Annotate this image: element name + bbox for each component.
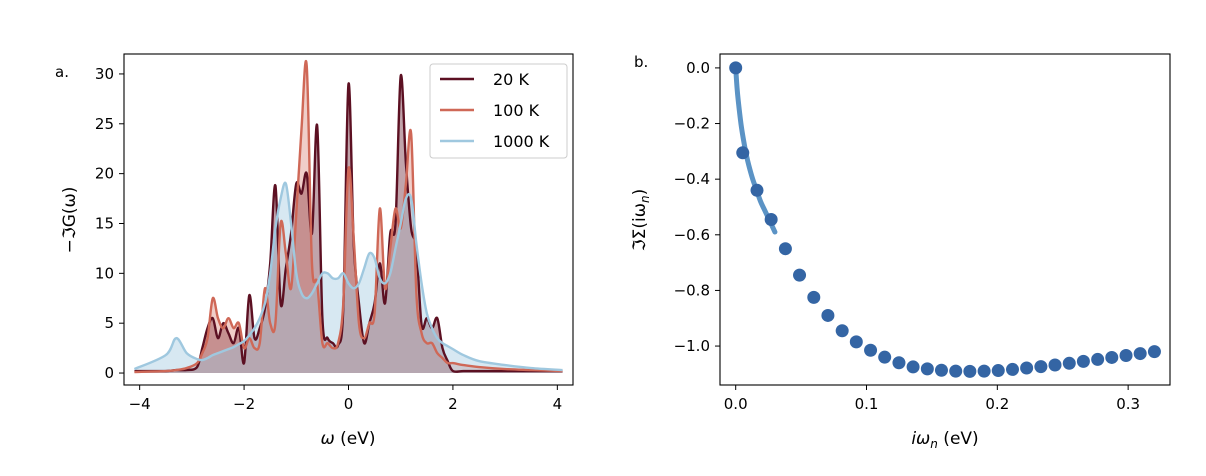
- panel-b-x-ticks: 0.0 0.1 0.2 0.3: [724, 385, 1140, 413]
- data-point: [1147, 345, 1161, 359]
- data-point: [920, 362, 934, 376]
- legend-label-1000k: 1000 K: [493, 132, 550, 151]
- data-point: [764, 213, 778, 226]
- data-point: [977, 364, 991, 378]
- panel-b-y-ticks: 0.0 −0.2 −0.4 −0.6 −0.8 −1.0: [674, 59, 720, 355]
- data-point: [1006, 362, 1019, 376]
- panel-b-x-tick-label: 0.1: [855, 395, 879, 413]
- panel-a-y-tick-label: 25: [95, 115, 114, 133]
- series-fill-20k: [134, 74, 563, 374]
- panel-a-y-tick-label: 10: [95, 264, 114, 282]
- panel-a-x-tick-label: 0: [344, 395, 354, 413]
- panel-a-y-tick-label: 20: [95, 165, 114, 183]
- panel-a-plot-area: [133, 60, 563, 374]
- data-point: [1020, 361, 1034, 375]
- data-point: [1048, 358, 1062, 372]
- data-point: [1062, 356, 1076, 370]
- series-line-100k: [134, 60, 563, 374]
- panel-b-y-label: ℑΣ(iωn): [630, 189, 652, 251]
- panel-b-y-tick-label: −0.6: [674, 226, 710, 244]
- panel-b-plot-area: [729, 61, 1161, 378]
- panel-a-legend: 20 K 100 K 1000 K: [429, 63, 568, 159]
- panel-b-x-tick-label: 0.2: [985, 395, 1009, 413]
- panel-a-x-tick-label: 4: [553, 395, 563, 413]
- panel-b: b. 0.0 0.1 0.2 0.3 0.0−0.2−0.4−0.6−0.8−1.0 …: [630, 53, 1171, 451]
- series-fill-1000k: [134, 182, 563, 374]
- panel-a-label: a.: [55, 63, 69, 81]
- panel-a: a. −4 −2 0 2 4 0 5 10 15 20 25 30 ω (eV) −ℑG(ω) 20…: [55, 53, 574, 449]
- legend-label-20k: 20 K: [493, 70, 529, 89]
- panel-a-x-tick-label: −4: [129, 395, 151, 413]
- data-point: [821, 308, 835, 322]
- data-point: [934, 363, 948, 377]
- panel-b-frame: [719, 53, 1171, 386]
- panel-a-y-tick-label: 30: [95, 65, 114, 83]
- data-point: [849, 335, 863, 349]
- data-point: [1076, 354, 1090, 368]
- data-point: [778, 242, 792, 256]
- panel-a-x-ticks: −4 −2 0 2 4: [129, 385, 563, 413]
- data-point: [1119, 349, 1133, 363]
- data-point: [1091, 352, 1105, 366]
- panel-b-x-tick-label: 0.0: [724, 395, 748, 413]
- data-point: [1133, 347, 1147, 361]
- data-point: [736, 146, 750, 160]
- data-point: [963, 364, 977, 378]
- panel-b-label: b.: [634, 53, 648, 71]
- legend-box: [429, 63, 568, 159]
- data-point: [1105, 350, 1119, 364]
- panel-a-y-label: −ℑG(ω): [60, 187, 80, 254]
- panel-a-y-tick-label: 0: [104, 364, 114, 382]
- data-point: [892, 356, 906, 370]
- data-point: [1034, 360, 1048, 374]
- data-point: [878, 350, 892, 364]
- data-point: [729, 61, 743, 75]
- panel-a-y-ticks: 0 5 10 15 20 25 30: [95, 65, 124, 382]
- panel-a-y-tick-label: 15: [95, 214, 114, 232]
- panel-a-x-tick-label: −2: [233, 395, 255, 413]
- series-line-1000k: [133, 181, 563, 372]
- series-line-20k: [134, 73, 563, 373]
- panel-b-y-tick-label: −0.4: [674, 170, 710, 188]
- panel-a-x-tick-label: 2: [448, 395, 458, 413]
- panel-b-y-tick-label: 0.0: [686, 59, 710, 77]
- data-point: [793, 268, 807, 282]
- panel-b-y-tick-label: −0.8: [674, 281, 710, 299]
- panel-a-y-tick-label: 5: [104, 314, 114, 332]
- data-point: [835, 324, 849, 338]
- panel-b-x-tick-label: 0.3: [1116, 395, 1140, 413]
- panel-b-y-tick-label: −0.2: [674, 115, 710, 133]
- panel-a-x-label: ω (eV): [320, 429, 375, 449]
- legend-label-100k: 100 K: [493, 101, 540, 120]
- data-point: [750, 183, 764, 197]
- data-point: [864, 343, 878, 357]
- data-point: [949, 364, 963, 378]
- data-point: [991, 364, 1005, 378]
- data-point: [906, 360, 920, 374]
- panel-b-y-tick-label: −1.0: [674, 337, 710, 355]
- series-fill-100k: [134, 61, 563, 374]
- panel-b-x-label: iωn (eV): [911, 429, 978, 451]
- data-point: [807, 290, 821, 304]
